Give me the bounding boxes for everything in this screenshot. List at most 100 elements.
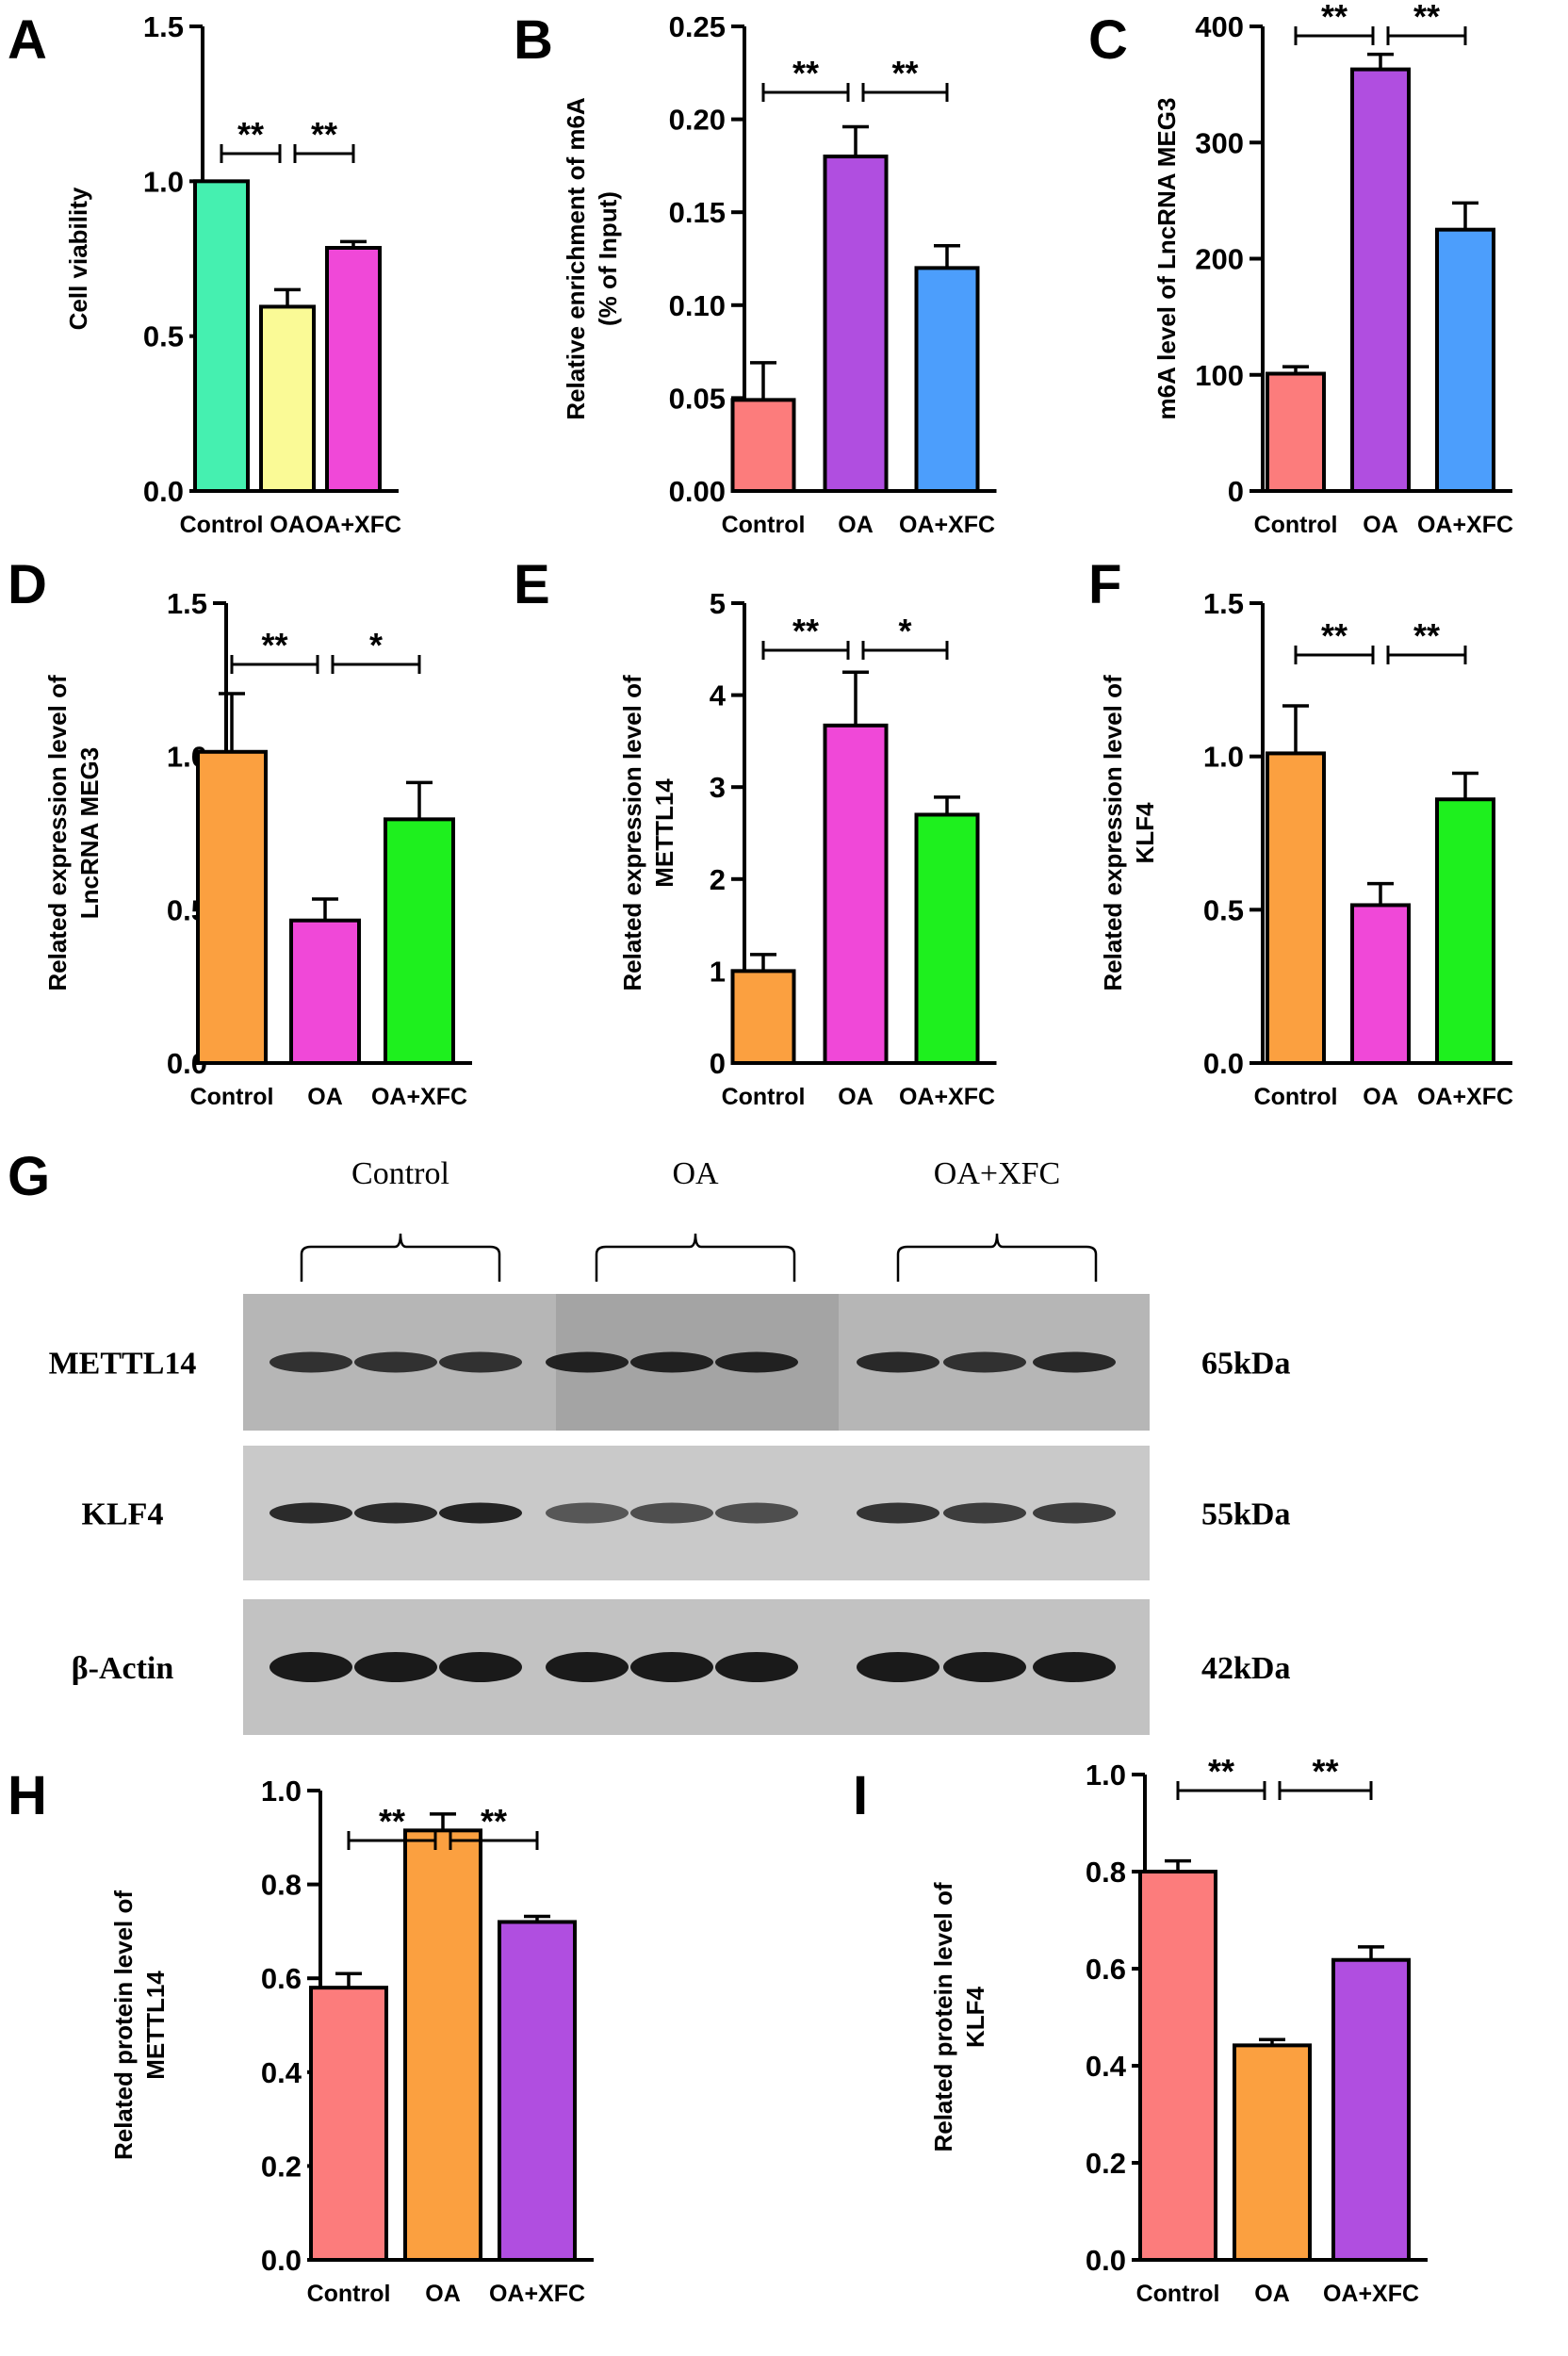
protein-band — [1033, 1652, 1116, 1682]
y-tick-label: 0.8 — [1086, 1856, 1126, 1889]
bar-oa — [1350, 67, 1411, 493]
category-label: OA — [838, 1084, 874, 1110]
group-label: OA+XFC — [934, 1156, 1060, 1191]
protein-band — [354, 1502, 437, 1524]
bar-oa — [1233, 2043, 1312, 2263]
significance-marker: ** — [379, 1802, 405, 1841]
category-label: OA+XFC — [1323, 2281, 1419, 2307]
y-tick-label: 1.0 — [143, 165, 184, 198]
bar-control — [1138, 1870, 1217, 2262]
category-label: Control — [1254, 512, 1338, 538]
y-axis-label: Related expression level of — [1099, 675, 1127, 991]
bar-oaxfc — [1435, 227, 1495, 493]
category-label: OA — [1363, 512, 1398, 538]
protein-band — [546, 1351, 629, 1373]
category-label: Control — [722, 512, 806, 538]
group-brace — [595, 1233, 796, 1282]
panel-letter: I — [853, 1765, 868, 1826]
molecular-weight-label: 42kDa — [1201, 1651, 1290, 1686]
y-axis-label-line2: KLF4 — [961, 1986, 989, 2048]
category-label: Control — [180, 512, 264, 538]
category-label: Control — [1254, 1084, 1338, 1110]
significance-marker: * — [898, 612, 911, 650]
protein-band — [546, 1652, 629, 1682]
significance-marker: ** — [792, 54, 819, 92]
panel-A: A 0.0 0.5 1.0 1.5 Cell viability Control OA OA+X… — [8, 9, 401, 538]
significance-marker: ** — [311, 115, 337, 154]
y-tick-label: 0.4 — [261, 2056, 302, 2089]
protein-band — [439, 1502, 522, 1524]
bar-oaxfc — [325, 245, 382, 493]
y-tick-label: 0.0 — [1086, 2244, 1126, 2277]
y-axis-label-line2: (% of Input) — [594, 191, 622, 326]
protein-band — [943, 1652, 1026, 1682]
bar-oaxfc — [1435, 797, 1495, 1065]
category-label: OA — [1363, 1084, 1398, 1110]
category-label: OA+XFC — [371, 1084, 467, 1110]
y-axis-label: Relative enrichment of m6A — [562, 97, 590, 420]
y-tick-label: 0.6 — [1086, 1953, 1126, 1986]
bar-oa — [289, 918, 361, 1065]
y-tick-label: 0.15 — [669, 196, 726, 229]
y-tick-label: 0.10 — [669, 289, 726, 322]
y-tick-label: 100 — [1195, 359, 1244, 392]
bar-oa — [1350, 903, 1411, 1065]
bar-control — [309, 1986, 388, 2262]
category-label: Control — [1136, 2281, 1220, 2307]
panel-letter: B — [514, 9, 553, 71]
category-label: OA — [425, 2281, 461, 2307]
panel-letter: D — [8, 554, 47, 615]
protein-band — [715, 1652, 798, 1682]
y-tick-label: 2 — [710, 863, 726, 896]
bar-control — [730, 969, 796, 1066]
category-label: OA — [1254, 2281, 1290, 2307]
blot-row-label: β-Actin — [72, 1651, 174, 1686]
protein-band — [630, 1652, 713, 1682]
protein-band — [546, 1502, 629, 1524]
protein-band — [715, 1351, 798, 1373]
group-brace — [896, 1233, 1098, 1282]
y-tick-label: 0.4 — [1086, 2050, 1127, 2083]
significance-marker: ** — [237, 115, 264, 154]
significance-marker: ** — [1208, 1752, 1234, 1791]
bar-control — [1266, 371, 1326, 493]
y-axis-label: Cell viability — [64, 187, 92, 330]
y-tick-label: 0.0 — [1203, 1047, 1244, 1080]
bar-oaxfc — [1331, 1957, 1411, 2262]
significance-marker: ** — [1312, 1752, 1338, 1791]
bar-oaxfc — [384, 817, 455, 1065]
y-tick-label: 1.5 — [1203, 587, 1244, 620]
group-label: OA — [672, 1156, 719, 1191]
panel-letter: A — [8, 9, 47, 71]
panel-F: F 0.0 0.5 1.0 1.5 Related expression level of… — [1088, 554, 1513, 1110]
protein-band — [270, 1652, 352, 1682]
bar-oaxfc — [914, 812, 980, 1065]
significance-marker: ** — [481, 1802, 507, 1841]
blot-row-label: METTL14 — [49, 1347, 197, 1382]
y-tick-label: 0.2 — [1086, 2147, 1126, 2180]
y-tick-label: 1.0 — [1203, 741, 1244, 774]
y-tick-label: 0.25 — [669, 10, 726, 43]
y-tick-label: 1.0 — [261, 1775, 302, 1808]
y-tick-label: 300 — [1195, 126, 1244, 159]
significance-marker: * — [369, 626, 383, 664]
category-label: Control — [307, 2281, 391, 2307]
y-axis-label: Related protein level of — [929, 1882, 957, 2151]
significance-marker: ** — [792, 612, 819, 650]
category-label: OA+XFC — [899, 1084, 995, 1110]
y-tick-label: 1.5 — [167, 587, 207, 620]
bar-control — [730, 398, 796, 494]
protein-band — [1033, 1502, 1116, 1524]
y-tick-label: 1 — [710, 955, 726, 988]
significance-marker: ** — [891, 54, 918, 92]
significance-marker: ** — [1321, 616, 1348, 655]
panel-E: E 0 1 2 3 4 5 Related expression level of METTL1… — [514, 554, 997, 1110]
protein-band — [270, 1502, 352, 1524]
y-axis-label-line2: METTL14 — [650, 778, 678, 888]
bar-control — [1266, 751, 1326, 1065]
bar-oaxfc — [498, 1920, 577, 2262]
category-label: OA — [270, 512, 305, 538]
panel-letter: C — [1088, 9, 1128, 71]
y-tick-label: 0 — [710, 1047, 726, 1080]
